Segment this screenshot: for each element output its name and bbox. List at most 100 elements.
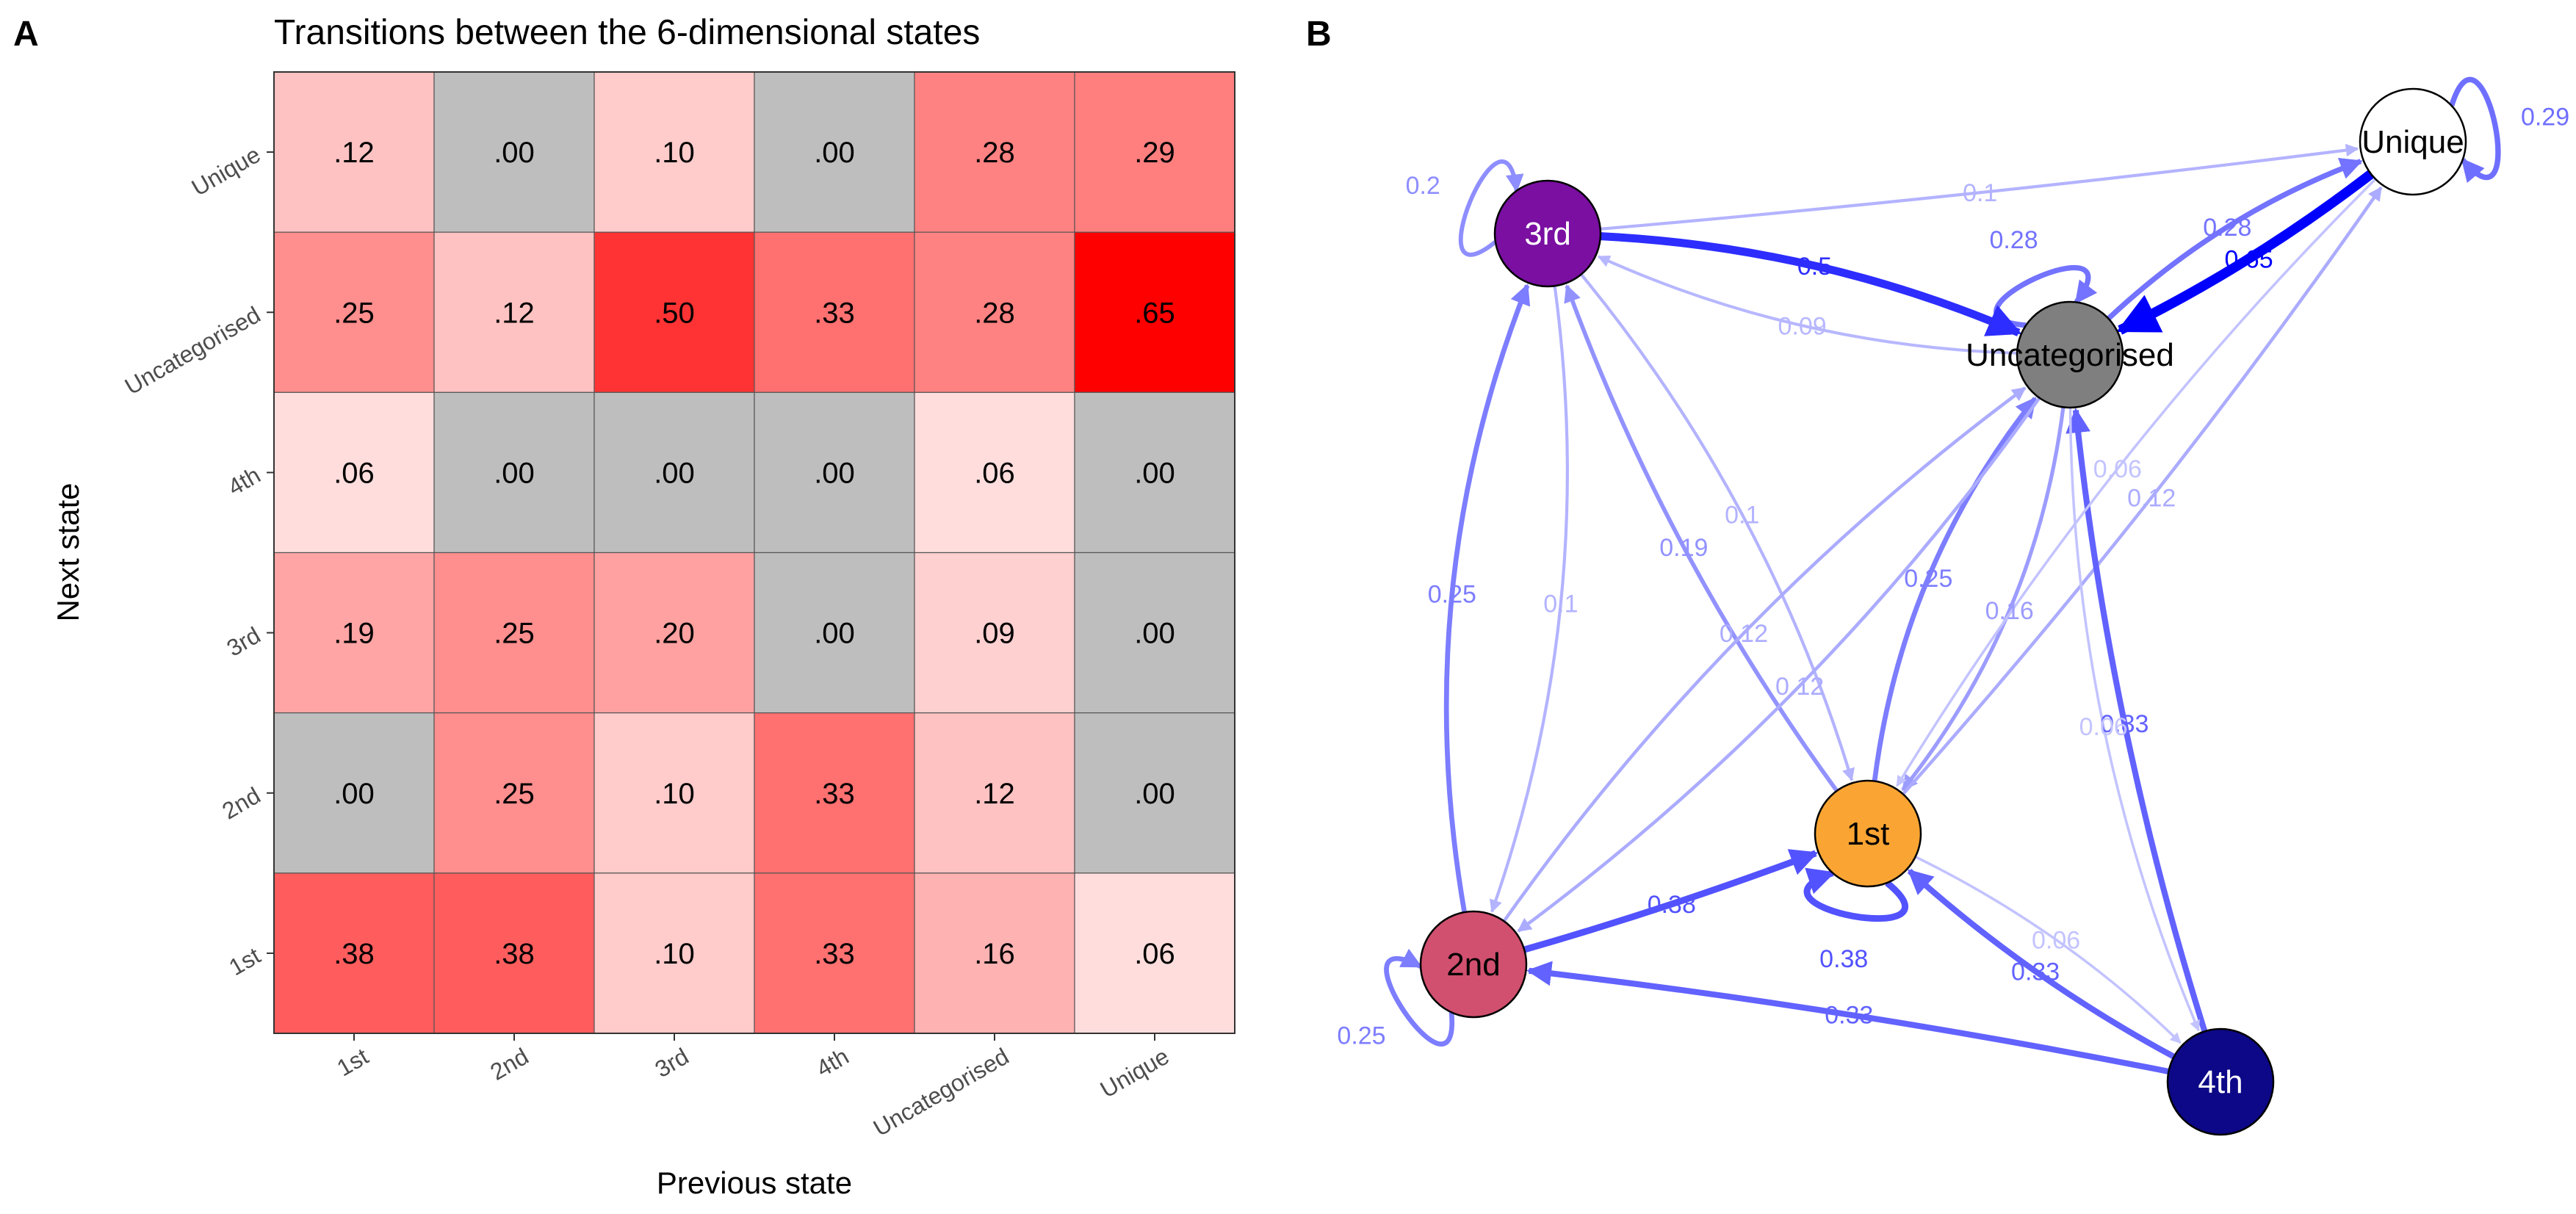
heatmap-cell-2nd-2nd — [433, 712, 595, 874]
edge-unique-to-uncategorised-label: 0.65 — [2224, 245, 2273, 273]
heatmap-cell-label: .19 — [333, 618, 375, 650]
heatmap-cell-label: .28 — [974, 137, 1015, 169]
edge-uncategorised-to-uncategorised-label: 0.28 — [1989, 226, 2038, 254]
edge-uncategorised-to-1st-label: 0.16 — [1985, 597, 2034, 625]
edge-2nd-to-3rd-label: 0.25 — [1428, 580, 1476, 608]
y-tick-label: 2nd — [217, 782, 264, 825]
panel-b-letter: B — [1306, 15, 1332, 54]
edge-2nd-to-1st — [1523, 849, 1819, 953]
y-tick-label: 1st — [225, 942, 265, 981]
heatmap-cell-label: .10 — [654, 938, 695, 970]
edge-unique-to-uncategorised — [2116, 170, 2375, 335]
heatmap-cell-4th-unique — [1074, 391, 1235, 554]
edge-1st-to-uncategorised — [1872, 397, 2038, 781]
edge-4th-to-uncategorised — [2066, 408, 2208, 1033]
heatmap-cell-2nd-4th — [754, 712, 915, 874]
edge-3rd-to-3rd-label: 0.2 — [1406, 172, 1440, 200]
node-2nd-label: 2nd — [1446, 947, 1500, 983]
node-uncategorised-label: Uncategorised — [1966, 337, 2174, 373]
heatmap-y-ticks: Unique Uncategorised 4th 3rd 2nd 1st — [120, 141, 274, 980]
heatmap-cell-label: .12 — [974, 778, 1015, 810]
heatmap-cell-label: .12 — [333, 137, 375, 169]
node-4th: 4th — [2166, 1027, 2275, 1136]
y-tick-label: 3rd — [222, 621, 264, 661]
heatmap-cell-4th-2nd — [433, 391, 595, 554]
edge-1st-to-3rd — [1564, 284, 1839, 792]
panel-b-network: B 0.290.20.280.380.250.10.50.280.650.090… — [1306, 15, 2569, 1136]
edge-4th-to-2nd-label: 0.33 — [1825, 1002, 1873, 1030]
node-1st-label: 1st — [1847, 816, 1890, 852]
y-tick-label: 4th — [223, 461, 265, 500]
heatmap-title: Transitions between the 6-dimensional st… — [274, 13, 980, 52]
edge-4th-to-uncategorised-label: 0.33 — [2100, 710, 2149, 738]
heatmap-cell-unique-uncategorised — [914, 71, 1075, 233]
heatmap-cell-label: .25 — [333, 297, 375, 329]
edge-1st-to-uncategorised-label: 0.25 — [1904, 565, 1952, 593]
edge-uncategorised-to-2nd — [1517, 397, 2041, 933]
heatmap-cell-3rd-1st — [273, 552, 435, 714]
edge-unique-to-unique — [2449, 76, 2501, 184]
edge-uncategorised-to-1st — [1901, 407, 2066, 792]
heatmap-cell-label: .06 — [333, 457, 375, 489]
x-tick-label: 1st — [333, 1043, 373, 1082]
edge-3rd-to-2nd — [1490, 286, 1569, 913]
edge-uncategorised-to-unique — [2107, 158, 2363, 321]
edge-2nd-to-1st-label: 0.38 — [1648, 891, 1696, 919]
heatmap-cell-3rd-2nd — [433, 552, 595, 714]
edge-1st-to-4th — [1914, 856, 2182, 1044]
edge-3rd-to-1st-label: 0.1 — [1725, 501, 1759, 529]
heatmap-cell-label: .29 — [1134, 137, 1175, 169]
node-4th-circle — [2166, 1027, 2275, 1136]
heatmap-cell-1st-unique — [1074, 872, 1235, 1034]
edge-1st-to-unique-label: 0.12 — [2127, 484, 2176, 512]
node-1st-circle — [1814, 779, 1922, 888]
node-3rd-label: 3rd — [1524, 216, 1571, 252]
node-3rd: 3rd — [1493, 179, 1602, 288]
heatmap-cell-unique-unique — [1074, 71, 1235, 233]
heatmap-cell-1st-4th — [754, 872, 915, 1034]
heatmap-cell-3rd-uncategorised — [914, 552, 1075, 714]
x-tick-label: Unique — [1096, 1043, 1174, 1103]
x-tick-label: Uncategorised — [869, 1043, 1014, 1141]
edge-unique-to-unique-label: 0.29 — [2521, 104, 2569, 131]
edge-1st-to-3rd-label: 0.19 — [1659, 534, 1708, 562]
heatmap-cells: .12 .00 .10 .00 .28 .29 .25 .12 .50 .33 .28 .65 .06.… — [273, 71, 1235, 1034]
node-unique-circle — [2359, 87, 2467, 196]
edge-uncategorised-to-3rd-label: 0.09 — [1778, 312, 1826, 340]
heatmap-cell-label: .00 — [814, 457, 855, 489]
heatmap-cell-1st-1st — [273, 872, 435, 1034]
heatmap-cell-label: .33 — [814, 938, 855, 970]
edge-uncategorised-to-2nd-label: 0.12 — [1775, 673, 1824, 701]
edge-1st-to-1st-label: 0.38 — [1819, 945, 1868, 973]
heatmap-cell-3rd-4th — [754, 552, 915, 714]
edge-uncategorised-to-4th-label: 0.06 — [2079, 713, 2128, 741]
node-2nd-circle — [1419, 910, 1528, 1019]
heatmap-cell-label: .00 — [814, 618, 855, 650]
edge-2nd-to-2nd-label: 0.25 — [1337, 1022, 1385, 1049]
heatmap-cell-label: .33 — [814, 297, 855, 329]
heatmap-cell-4th-uncategorised — [914, 391, 1075, 554]
heatmap-cell-label: .33 — [814, 778, 855, 810]
network-edges — [1384, 76, 2501, 1074]
heatmap-cell-label: .25 — [494, 618, 535, 650]
heatmap-cell-uncategorised-4th — [754, 231, 915, 393]
heatmap-cell-4th-3rd — [594, 391, 755, 554]
heatmap-cell-2nd-uncategorised — [914, 712, 1075, 874]
node-unique-label: Unique — [2362, 124, 2464, 160]
edge-3rd-to-unique — [1600, 143, 2359, 231]
heatmap-cell-label: .09 — [974, 618, 1015, 650]
heatmap-cell-1st-uncategorised — [914, 872, 1075, 1034]
heatmap-cell-4th-1st — [273, 391, 435, 554]
heatmap-cell-label: .38 — [333, 938, 375, 970]
edge-unique-to-1st — [1896, 178, 2377, 787]
heatmap-frame — [273, 71, 1235, 1034]
edge-4th-to-2nd — [1526, 961, 2170, 1074]
heatmap-cell-uncategorised-unique — [1074, 231, 1235, 393]
edge-4th-to-1st-label: 0.33 — [2011, 958, 2060, 986]
edge-3rd-to-2nd-label: 0.1 — [1543, 590, 1578, 618]
node-2nd: 2nd — [1419, 910, 1528, 1019]
heatmap-cell-label: .25 — [494, 778, 535, 810]
heatmap-cell-label: .00 — [333, 778, 375, 810]
edge-2nd-to-uncategorised — [1502, 386, 2027, 922]
